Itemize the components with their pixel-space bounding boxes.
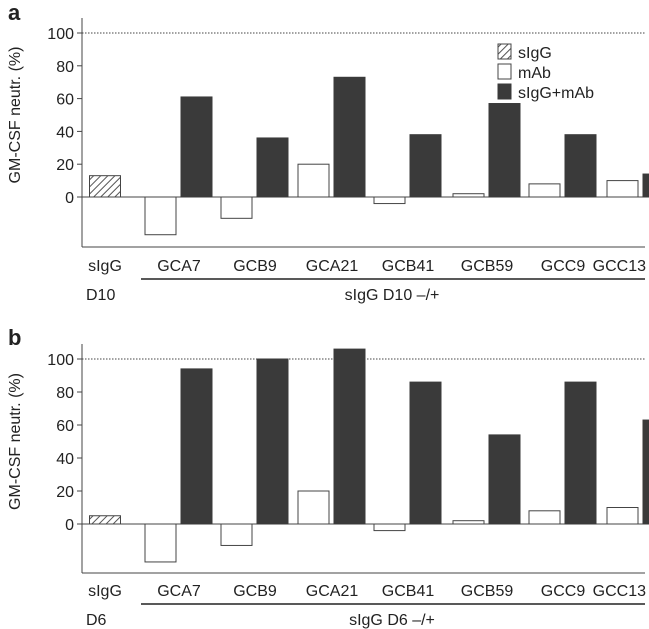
- bar-mab: [297, 490, 330, 525]
- bar-mab: [528, 183, 561, 198]
- bar-mab: [528, 510, 561, 525]
- panel-label: b: [8, 325, 21, 350]
- group-label: sIgG D10 –/+: [345, 287, 440, 304]
- legend-label: mAb: [518, 65, 551, 82]
- y-axis-label: GM-CSF neutr. (%): [7, 47, 24, 184]
- bar-sigg-plus-mab: [256, 137, 289, 198]
- bar-sigg-plus-mab: [488, 103, 521, 198]
- y-tick-label: 0: [65, 190, 74, 207]
- bar-sigg-plus-mab: [409, 381, 442, 525]
- legend-label: sIgG: [518, 45, 552, 62]
- x-tick-label: GCB59: [461, 258, 514, 275]
- group-label: sIgG D6 –/+: [349, 612, 435, 629]
- x-tick-label: sIgG: [88, 258, 122, 275]
- bar-sigg-plus-mab: [180, 368, 213, 525]
- x-tick-label: GCA21: [306, 583, 359, 600]
- y-axis-label: GM-CSF neutr. (%): [7, 373, 24, 510]
- bar-mab: [452, 193, 485, 198]
- y-tick-label: 60: [56, 418, 74, 435]
- legend-swatch: [497, 63, 512, 80]
- bar-sigg-plus-mab: [642, 419, 649, 525]
- legend-swatch: [497, 83, 512, 100]
- panel-a: a 0 20 40 60 80 100 GM-CSF neutr. (%) sIgG GCA7 GC…: [7, 0, 649, 304]
- bar-sigg-plus-mab: [333, 76, 366, 198]
- bar-mab: [373, 196, 406, 205]
- bar-sigg-plus-mab: [642, 173, 649, 198]
- panel-label: a: [8, 0, 21, 25]
- bar-sigg-plus-mab: [488, 434, 521, 525]
- bar-sigg-plus-mab: [564, 134, 597, 198]
- x-tick-label: GCB59: [461, 583, 514, 600]
- x-tick-label: sIgG: [88, 583, 122, 600]
- bar-mab: [144, 523, 177, 563]
- bar-mab: [606, 180, 639, 198]
- legend: sIgG mAb sIgG+mAb: [497, 43, 594, 102]
- bar-sigg-plus-mab: [256, 358, 289, 525]
- bar-sigg-plus-mab: [409, 134, 442, 198]
- y-tick-label: 40: [56, 451, 74, 468]
- y-tick-label: 40: [56, 124, 74, 141]
- y-tick-label: 80: [56, 385, 74, 402]
- y-tick-label: 0: [65, 517, 74, 534]
- legend-label: sIgG+mAb: [518, 85, 594, 102]
- bar-sigg-plus-mab: [180, 96, 213, 198]
- y-tick-label: 20: [56, 484, 74, 501]
- bar-mab: [373, 523, 406, 532]
- y-tick-label: 100: [47, 26, 74, 43]
- bar-mab: [220, 196, 253, 219]
- panel-b: b 0 20 40 60 80 100 GM-CSF neutr. (%) sIgG GCA7 GC…: [7, 325, 649, 629]
- bar-sigg: [89, 175, 121, 198]
- x-tick-label: GCB9: [233, 258, 277, 275]
- x-tick-label: GCB9: [233, 583, 277, 600]
- x-tick-label: GCB41: [382, 258, 435, 275]
- x-tick-label: GCB41: [382, 583, 435, 600]
- y-tick-label: 100: [47, 352, 74, 369]
- y-tick-label: 20: [56, 157, 74, 174]
- x-tick-label: GCC13: [593, 583, 646, 600]
- y-tick-label: 80: [56, 59, 74, 76]
- bar-mab: [297, 163, 330, 198]
- x-tick-label: GCA7: [157, 583, 201, 600]
- bar-sigg-plus-mab: [333, 348, 366, 525]
- bar-sigg: [89, 515, 121, 525]
- bar-mab: [606, 507, 639, 525]
- x-tick-label: GCC13: [593, 258, 646, 275]
- x-tick-label: GCA7: [157, 258, 201, 275]
- bar-mab: [220, 523, 253, 546]
- bar-sigg-plus-mab: [564, 381, 597, 525]
- legend-swatch: [497, 43, 512, 60]
- x-tick-label: GCC9: [541, 258, 586, 275]
- sublabel-left: D6: [86, 612, 107, 629]
- y-tick-label: 60: [56, 92, 74, 109]
- sublabel-left: D10: [86, 287, 115, 304]
- bar-mab: [452, 520, 485, 525]
- x-tick-label: GCC9: [541, 583, 586, 600]
- x-tick-label: GCA21: [306, 258, 359, 275]
- bar-mab: [144, 196, 177, 236]
